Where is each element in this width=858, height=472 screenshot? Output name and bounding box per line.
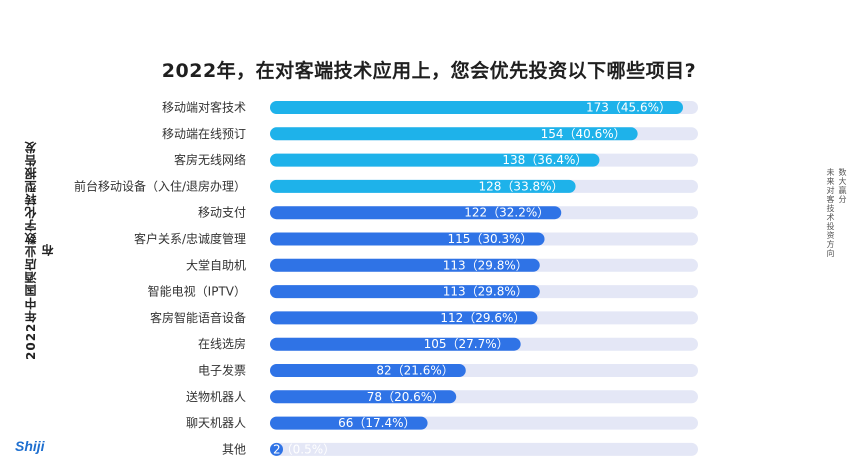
bar xyxy=(270,232,545,246)
bar-track xyxy=(270,442,698,456)
bar xyxy=(270,206,562,220)
value-label: 115（30.3%） xyxy=(448,232,533,246)
bar xyxy=(270,364,466,377)
value-label: 173（45.6%） xyxy=(586,101,671,115)
category-label: 客房智能语音设备 xyxy=(150,310,246,325)
bar xyxy=(270,442,283,456)
shiji-logo: Shiji xyxy=(15,438,45,454)
value-label: 154（40.6%） xyxy=(541,127,626,141)
value-label: 82（21.6%） xyxy=(376,364,453,378)
category-label: 智能电视（IPTV） xyxy=(148,284,246,299)
right-side-note: 数大赢分 未来对客技术投资方向 xyxy=(824,168,848,318)
bar xyxy=(270,285,540,299)
value-label: 105（27.7%） xyxy=(424,337,509,351)
value-label: 128（33.8%） xyxy=(479,179,564,193)
category-label: 聊天机器人 xyxy=(186,416,246,430)
bar xyxy=(270,179,576,193)
category-label: 前台移动设备（入住/退房办理） xyxy=(74,178,246,193)
bar xyxy=(270,101,683,114)
value-label: 2（0.5%） xyxy=(273,442,335,456)
bar xyxy=(270,127,638,141)
bar xyxy=(270,153,600,167)
value-label: 138（36.4%） xyxy=(502,153,587,167)
category-label: 在线选房 xyxy=(198,336,246,351)
category-label: 移动端在线预订 xyxy=(162,127,246,141)
value-label: 66（17.4%） xyxy=(338,416,415,430)
category-label: 移动端对客技术 xyxy=(162,100,246,115)
category-label: 客户关系/忠诚度管理 xyxy=(134,231,246,246)
value-label: 78（20.6%） xyxy=(367,390,444,404)
bar xyxy=(270,337,521,351)
category-label: 电子发票 xyxy=(198,363,246,378)
bar xyxy=(270,390,457,404)
value-label: 113（29.8%） xyxy=(443,258,528,272)
category-label: 移动支付 xyxy=(198,206,246,220)
page-title: 2022年，在对客端技术应用上，您会优先投资以下哪些项目? xyxy=(161,60,697,82)
category-label: 大堂自助机 xyxy=(186,258,246,272)
right-note-line-1: 数大赢分 xyxy=(838,168,847,204)
bar xyxy=(270,258,540,272)
category-label: 其他 xyxy=(222,442,246,456)
bar xyxy=(270,416,428,430)
bar xyxy=(270,311,538,325)
value-label: 113（29.8%） xyxy=(443,285,528,299)
category-label: 客房无线网络 xyxy=(174,152,246,167)
value-label: 112（29.6%） xyxy=(440,311,525,325)
right-note-line-2: 未来对客技术投资方向 xyxy=(826,168,835,258)
value-label: 122（32.2%） xyxy=(464,206,549,220)
category-label: 送物机器人 xyxy=(186,389,246,404)
